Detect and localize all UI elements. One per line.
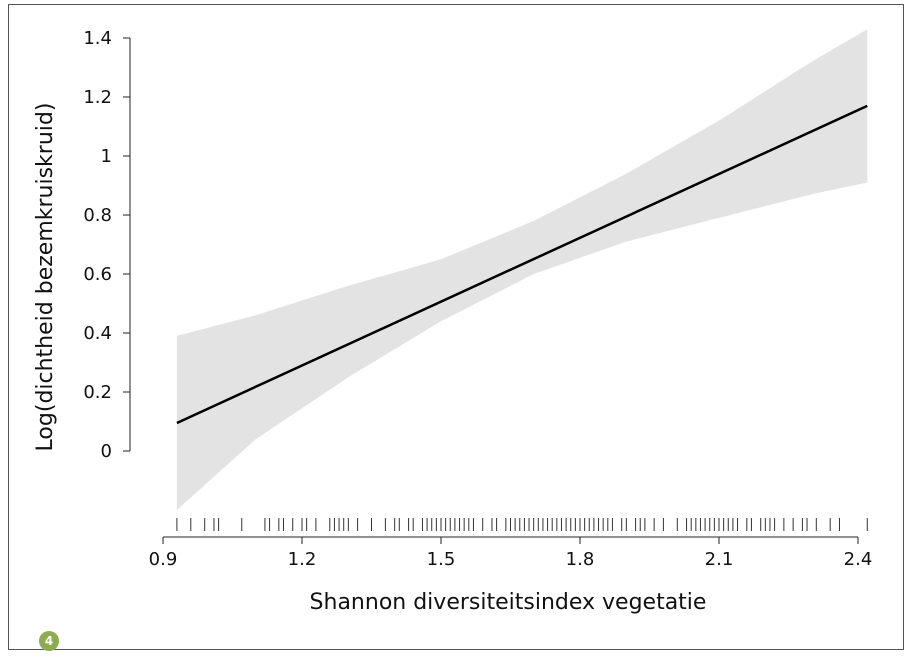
y-tick-label: 0.6 — [83, 264, 112, 285]
x-axis-title: Shannon diversiteitsindex vegetatie — [310, 590, 707, 615]
confidence-band-layer — [176, 29, 868, 510]
x-tick-label: 2.1 — [705, 549, 734, 570]
figure-number-badge: 4 — [39, 631, 59, 651]
y-tick-label: 0.8 — [83, 205, 112, 226]
y-tick-label: 0.2 — [83, 382, 112, 403]
confidence-band — [176, 29, 868, 510]
y-tick-label: 1.4 — [83, 28, 112, 49]
y-axis-title: Log(dichtheid bezemkruiskruid) — [33, 103, 58, 452]
fit-line-layer — [176, 104, 868, 425]
x-tick-label: 2.4 — [844, 549, 873, 570]
rug-layer — [176, 518, 868, 531]
y-axis: 0 0.2 0.4 0.6 0.8 1 1.2 1.4 — [83, 28, 131, 462]
figure-frame: 0 0.2 0.4 0.6 0.8 1 1.2 1.4 0.9 1.2 1.5 1.8 2.1 2.4 … — [8, 4, 904, 651]
y-tick-label: 1 — [101, 146, 112, 167]
x-tick-label: 1.8 — [566, 549, 595, 570]
x-tick-label: 1.5 — [427, 549, 456, 570]
x-tick-label: 0.9 — [149, 549, 178, 570]
x-axis: 0.9 1.2 1.5 1.8 2.1 2.4 — [149, 536, 873, 570]
fit-line — [176, 104, 868, 425]
y-tick-label: 0 — [101, 441, 112, 462]
chart-svg: 00.20.40.60.811.21.4 0.9 1.2 1.5 1.8 2.1 2.4 … — [33, 28, 873, 615]
y-tick-label: 0.4 — [83, 323, 112, 344]
y-tick-label: 1.2 — [83, 87, 112, 108]
x-tick-label: 1.2 — [288, 549, 317, 570]
